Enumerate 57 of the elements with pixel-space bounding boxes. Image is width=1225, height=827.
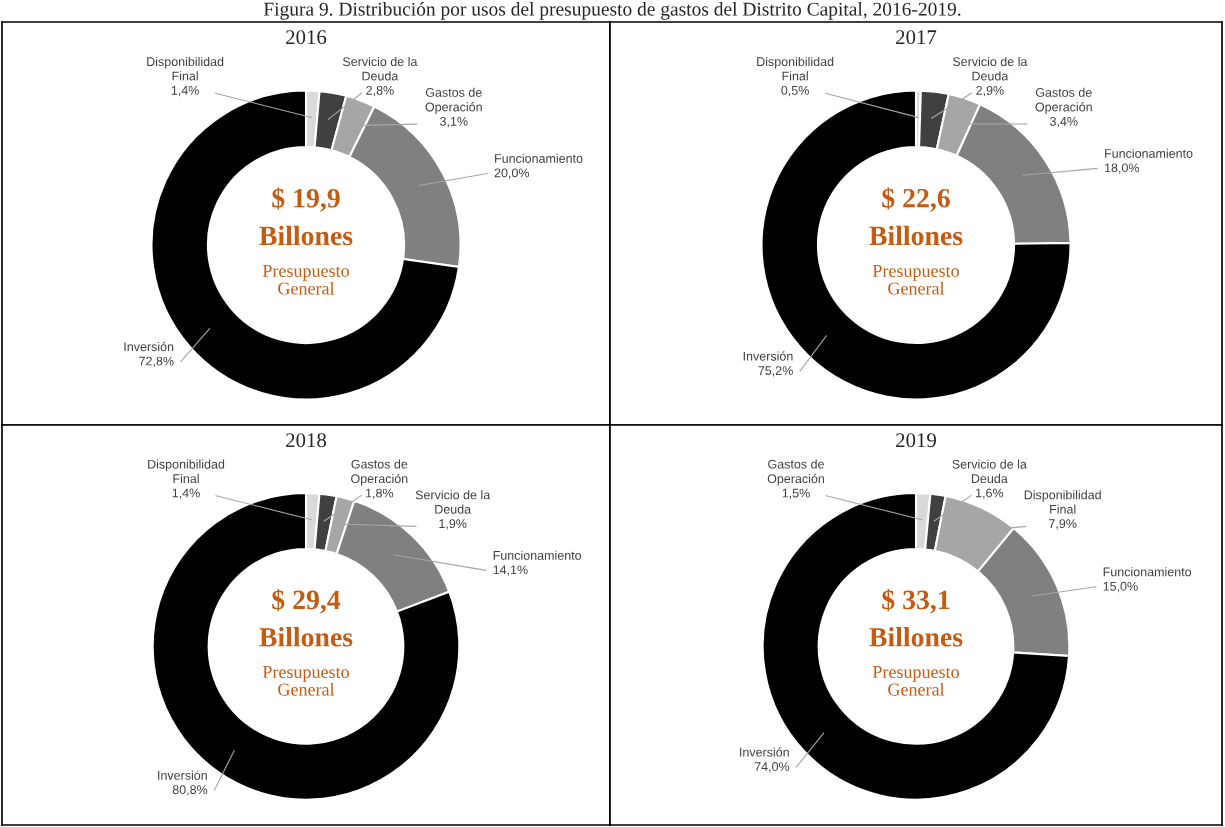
data-label: 18,0%: [1105, 163, 1140, 174]
slice-label: Inversión: [124, 341, 174, 352]
data-label: 15,0%: [1103, 581, 1138, 593]
text: $ 33,1: [882, 588, 950, 614]
slice-label: Funcionamiento: [1103, 567, 1192, 577]
data-label: 20,0%: [494, 168, 530, 179]
slice-label: Servicio de la Deuda: [342, 56, 418, 81]
slice-label: Funcionamiento: [495, 153, 583, 163]
data-label: 75,2%: [758, 366, 793, 377]
text: $ 29,4: [272, 588, 341, 614]
slice-label: Gastos de Operación: [425, 87, 482, 114]
chart-title: 2017: [896, 30, 937, 45]
slice-label: Servicio de la Deuda: [952, 56, 1028, 81]
slice-label: Funcionamiento: [1105, 148, 1193, 158]
slice-label: Disponibilidad Final: [1024, 490, 1101, 514]
chart-title: 2016: [286, 30, 327, 45]
data-label: 74,0%: [754, 762, 790, 773]
text: Presupuesto General: [262, 666, 349, 696]
slice-label: Inversión: [740, 747, 789, 757]
text: $ 19,9: [272, 187, 340, 212]
slice-label: Inversión: [158, 770, 207, 780]
text: Presupuesto General: [872, 264, 959, 295]
slice-label: Inversión: [743, 351, 793, 361]
data-label: 14,1%: [493, 565, 528, 576]
slice-label: Gastos de Operación: [767, 459, 825, 486]
text: Billones: [259, 627, 353, 647]
slice-label: Disponibilidad Final: [148, 459, 225, 484]
slice-label: Servicio de la Deuda: [415, 490, 491, 514]
data-label: 1,5%: [782, 488, 810, 499]
text: Presupuesto General: [262, 264, 349, 295]
chart-title: 2018: [286, 433, 327, 448]
data-label: 2,8%: [366, 85, 394, 97]
text: Billones: [869, 627, 963, 647]
data-label: 1,4%: [171, 86, 199, 97]
data-label: 2,9%: [976, 85, 1004, 97]
chart-title: 2019: [896, 433, 936, 448]
data-label: 3,4%: [1050, 116, 1078, 128]
text: Billones: [869, 225, 963, 246]
text: Figura 9. Distribución por usos del presupuesto de gastos del Distrito Capital, 2016-2019.: [263, 2, 961, 20]
slice-label: Funcionamiento: [493, 550, 582, 560]
data-label: 7,9%: [1049, 519, 1077, 530]
data-label: 1,4%: [172, 488, 200, 499]
slice-label: Gastos de Operación: [351, 459, 408, 486]
slice-label: Disponibilidad Final: [757, 56, 834, 81]
text: Billones: [259, 225, 353, 246]
data-label: 1,9%: [439, 519, 467, 530]
data-label: 80,8%: [172, 785, 208, 796]
text: $ 22,6: [882, 187, 950, 212]
slice-label: Disponibilidad Final: [147, 56, 224, 81]
data-label: 72,8%: [139, 356, 174, 367]
slice-label: Servicio de la Deuda: [952, 459, 1027, 484]
data-label: 0,5%: [781, 85, 809, 97]
data-label: 3,1%: [440, 116, 468, 128]
data-label: 1,8%: [366, 488, 394, 499]
data-label: 1,6%: [976, 488, 1004, 499]
text: Presupuesto General: [872, 666, 959, 696]
slice-label: Gastos de Operación: [1035, 87, 1092, 114]
